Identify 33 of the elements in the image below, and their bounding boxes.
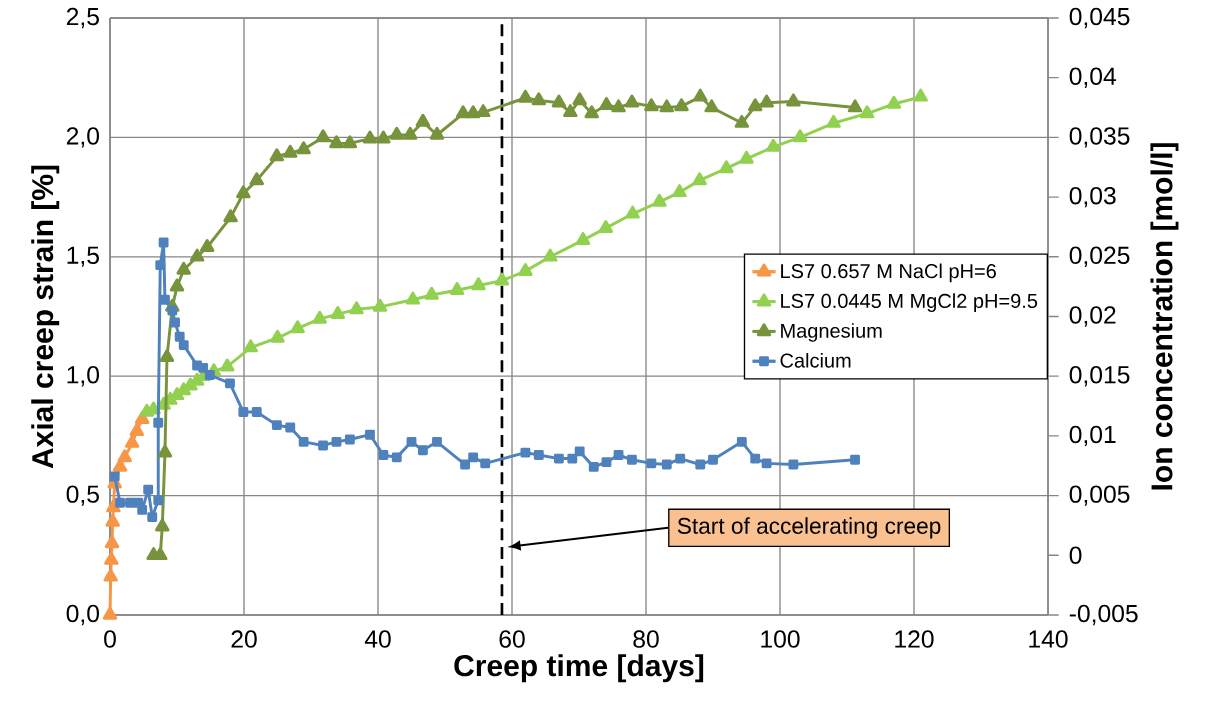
y2-tick-label: 0,045: [1069, 7, 1130, 29]
y2-tick-label: 0,035: [1069, 127, 1130, 148]
y2-tick-label: 0,03: [1069, 186, 1116, 208]
y-tick-label: 2,0: [66, 127, 99, 148]
legend-label: LS7 0.0445 M MgCl2 pH=9.5: [781, 293, 1038, 312]
y-tick-label: 1,0: [67, 366, 99, 387]
y-axis-title: Axial creep strain [%]: [31, 165, 60, 469]
y2-tick-label: -0,005: [1069, 604, 1138, 626]
y-tick-label: 2,5: [66, 7, 99, 29]
x-tick-label: 40: [364, 630, 391, 648]
y2-axis-title: Ion concentration [mol/l]: [1150, 143, 1179, 490]
y-tick-label: 0,5: [66, 485, 99, 506]
x-tick-label: 120: [895, 630, 934, 648]
y2-tick-label: 0,025: [1069, 246, 1130, 267]
y2-tick-label: 0,04: [1069, 67, 1116, 88]
x-tick-label: 0: [104, 630, 116, 648]
x-axis-title: Creep time [days]: [454, 654, 704, 683]
y2-tick-label: 0,015: [1069, 365, 1130, 387]
y-tick-label: 1,5: [67, 246, 99, 267]
x-tick-label: 60: [499, 630, 525, 648]
x-tick-label: 100: [761, 630, 800, 648]
legend-label: LS7 0.657 M NaCl pH=6: [781, 263, 996, 283]
legend-label: Calcium: [780, 352, 851, 368]
y2-tick-label: 0: [1069, 546, 1082, 565]
y-tick-label: 0,0: [66, 604, 99, 626]
x-tick-label: 20: [231, 630, 257, 648]
x-tick-label: 80: [633, 630, 659, 648]
y2-tick-label: 0,01: [1069, 425, 1116, 447]
legend-label: Magnesium: [781, 323, 882, 342]
y2-tick-label: 0,005: [1069, 485, 1130, 506]
y2-tick-label: 0,02: [1069, 306, 1116, 327]
x-tick-label: 140: [1029, 630, 1068, 648]
annotation: Start of accelerating creep: [677, 517, 941, 539]
